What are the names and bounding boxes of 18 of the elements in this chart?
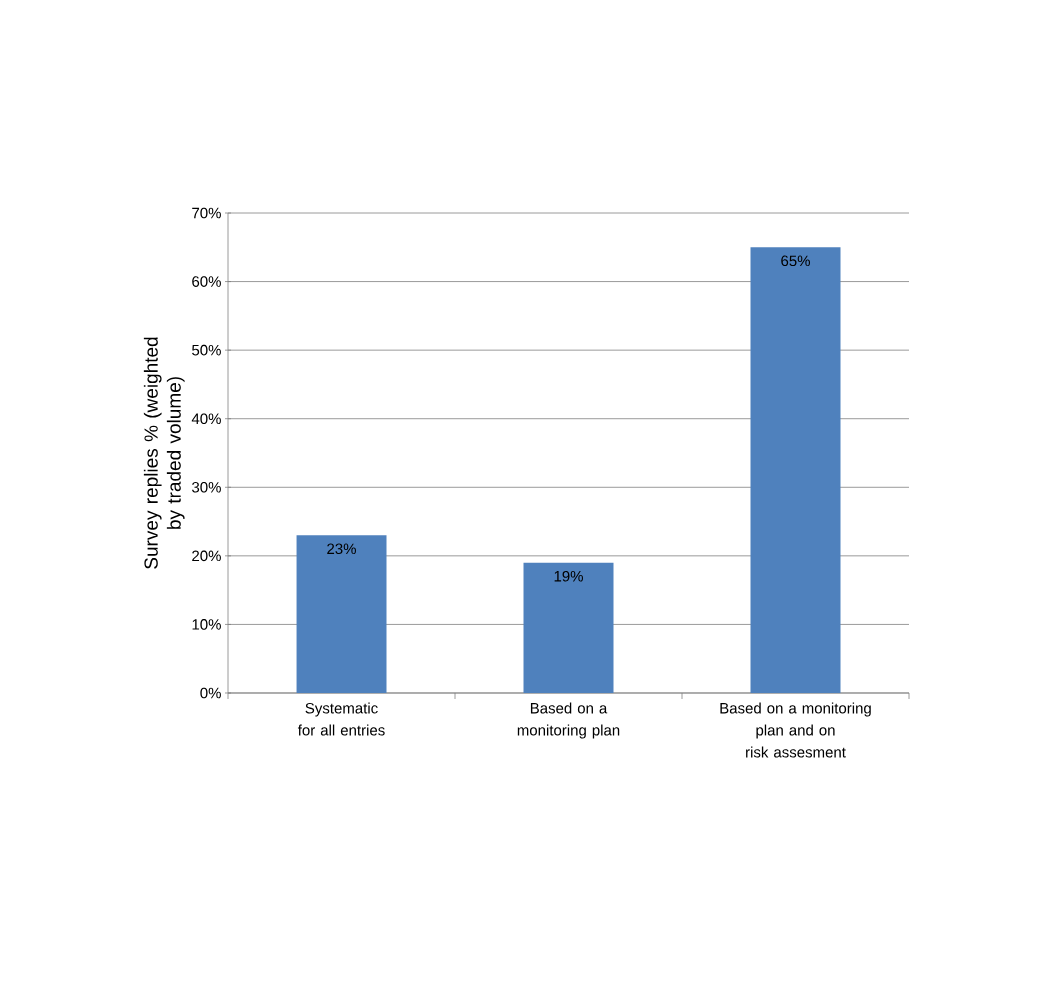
bar: [523, 562, 614, 693]
y-tick-label: 0%: [200, 687, 221, 699]
x-tick-label: Systematic for all entries: [297, 702, 385, 736]
y-tick-label: 10%: [192, 619, 221, 630]
x-tick-label: Based on a monitoring plan: [517, 702, 620, 739]
y-tick-label: 20%: [192, 550, 221, 562]
x-tick-label: Based on a monitoring plan and on risk assesment: [720, 702, 871, 758]
bar: [750, 247, 841, 693]
y-tick-label: 60%: [192, 276, 221, 287]
y-tick-label: 70%: [192, 207, 221, 219]
y-tick-label: 40%: [191, 413, 221, 425]
data-label: 23%: [327, 543, 356, 555]
y-tick-label: 30%: [192, 481, 221, 493]
data-label: 65%: [781, 255, 810, 267]
data-label: 19%: [554, 570, 583, 582]
y-axis-title: Survey replies % (weighted by traded volume): [143, 337, 185, 569]
y-tick-label: 50%: [192, 344, 221, 356]
bar: [296, 535, 387, 693]
